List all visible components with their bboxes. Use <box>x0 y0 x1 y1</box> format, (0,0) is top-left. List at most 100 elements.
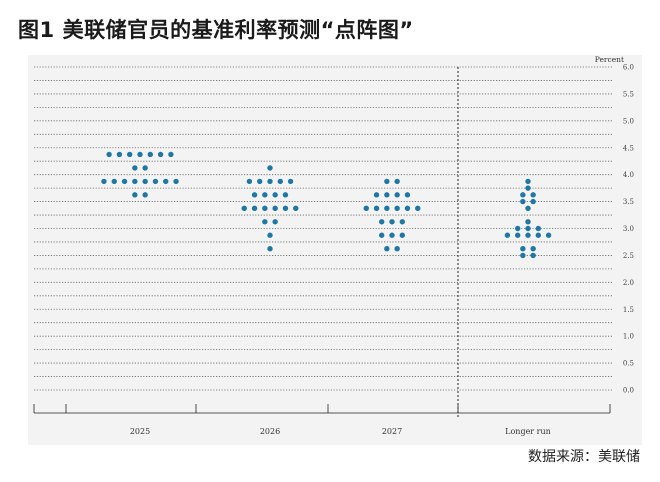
dot-point <box>520 245 526 252</box>
dot-point <box>404 205 411 212</box>
dot-point <box>373 205 380 212</box>
dot-point <box>142 192 148 198</box>
dot-point <box>262 219 268 225</box>
dot-point <box>415 205 421 212</box>
dot-point <box>106 151 112 158</box>
dot-point <box>535 225 541 232</box>
dot-point <box>525 225 531 232</box>
y-axis-title: Percent <box>595 55 624 64</box>
dot-point <box>132 192 138 198</box>
dot-point <box>530 245 536 252</box>
dot-point <box>111 178 117 185</box>
dot-point <box>389 232 395 238</box>
y-tick-label: 5.5 <box>623 90 634 98</box>
x-category-label: Longer run <box>505 427 551 436</box>
dot-point <box>168 151 174 158</box>
dot-point <box>251 192 258 198</box>
y-tick-label: 5.0 <box>623 117 634 125</box>
dot-point <box>241 205 247 212</box>
dot-point <box>267 245 273 252</box>
dot-point <box>404 192 411 198</box>
dot-point <box>137 151 143 158</box>
x-category-label: 2026 <box>260 427 280 436</box>
dot-point <box>293 205 299 212</box>
y-tick-label: 3.5 <box>623 198 634 206</box>
dot-point <box>272 192 278 198</box>
dot-point <box>384 178 390 185</box>
dot-point <box>515 232 521 238</box>
dot-point <box>142 178 148 185</box>
y-tick-label: 1.0 <box>623 333 634 341</box>
dot-point <box>520 198 526 205</box>
dot-point <box>267 178 273 185</box>
dot-point <box>520 192 526 198</box>
chart-title: 图1 美联储官员的基准利率预测“点阵图” <box>18 14 414 44</box>
dot-point <box>394 178 400 185</box>
dot-point <box>525 219 531 225</box>
y-tick-label: 3.0 <box>623 225 634 233</box>
dot-point <box>246 178 253 185</box>
dot-point <box>530 252 536 259</box>
y-tick-label: 4.0 <box>623 171 634 179</box>
y-tick-label: 2.0 <box>623 279 634 287</box>
x-category-label: 2027 <box>382 427 402 436</box>
dot-point <box>379 232 385 238</box>
dot-point <box>287 178 294 185</box>
dot-point <box>121 178 128 185</box>
dot-point <box>132 178 138 185</box>
dot-point <box>251 205 258 212</box>
dot-point <box>530 198 536 205</box>
dot-point <box>272 205 278 212</box>
dot-point <box>545 232 552 238</box>
dot-point <box>127 151 133 158</box>
dot-point <box>399 219 405 225</box>
dot-point <box>525 185 531 191</box>
y-tick-label: 1.5 <box>623 306 634 314</box>
dot-point <box>267 232 273 238</box>
dot-point <box>262 205 268 212</box>
dot-point <box>379 219 385 225</box>
dot-point <box>267 165 273 171</box>
dot-point <box>384 245 390 252</box>
dot-point <box>116 151 123 158</box>
y-tick-label: 4.5 <box>623 144 634 152</box>
dot-point <box>262 192 268 198</box>
dot-point <box>282 205 289 212</box>
dot-point <box>394 192 400 198</box>
dot-point <box>101 178 107 185</box>
dot-point <box>257 178 263 185</box>
dot-point <box>394 205 400 212</box>
dot-point <box>389 219 395 225</box>
dot-point <box>157 151 164 158</box>
dot-point <box>282 192 289 198</box>
dot-point <box>173 178 179 185</box>
dot-plot-chart: 0.00.51.01.52.02.53.03.54.04.55.05.56.0 … <box>33 55 634 436</box>
dot-point <box>520 252 526 259</box>
dot-point <box>272 219 278 225</box>
dot-point <box>399 232 405 238</box>
dot-plot-panel: 0.0 0.5 1.0 1.5 2.0 2.5 3.0 3.5 4.0 4.5 5.0 5.5 6.0 … <box>28 55 642 445</box>
dot-point <box>525 205 531 212</box>
dot-point <box>277 178 283 185</box>
dot-point <box>152 178 159 185</box>
dot-point <box>394 245 400 252</box>
dot-point <box>525 178 531 185</box>
figure-label: 图1 <box>18 18 55 42</box>
dot-point <box>535 232 541 238</box>
dot-point <box>384 205 390 212</box>
dot-point <box>373 192 380 198</box>
dot-point <box>525 232 531 238</box>
dot-point <box>142 165 148 171</box>
dot-point <box>363 205 369 212</box>
y-tick-label: 0.0 <box>623 387 634 395</box>
dot-point <box>147 151 153 158</box>
y-tick-label: 6.0 <box>623 64 634 72</box>
dot-point <box>384 192 390 198</box>
title-text: 美联储官员的基准利率预测“点阵图” <box>62 18 414 42</box>
y-tick-label: 0.5 <box>623 360 634 368</box>
dot-point <box>132 165 138 171</box>
dot-point <box>163 178 169 185</box>
dot-point <box>504 232 511 238</box>
source-note: 数据来源：美联储 <box>528 449 640 465</box>
x-category-label: 2025 <box>130 427 150 436</box>
